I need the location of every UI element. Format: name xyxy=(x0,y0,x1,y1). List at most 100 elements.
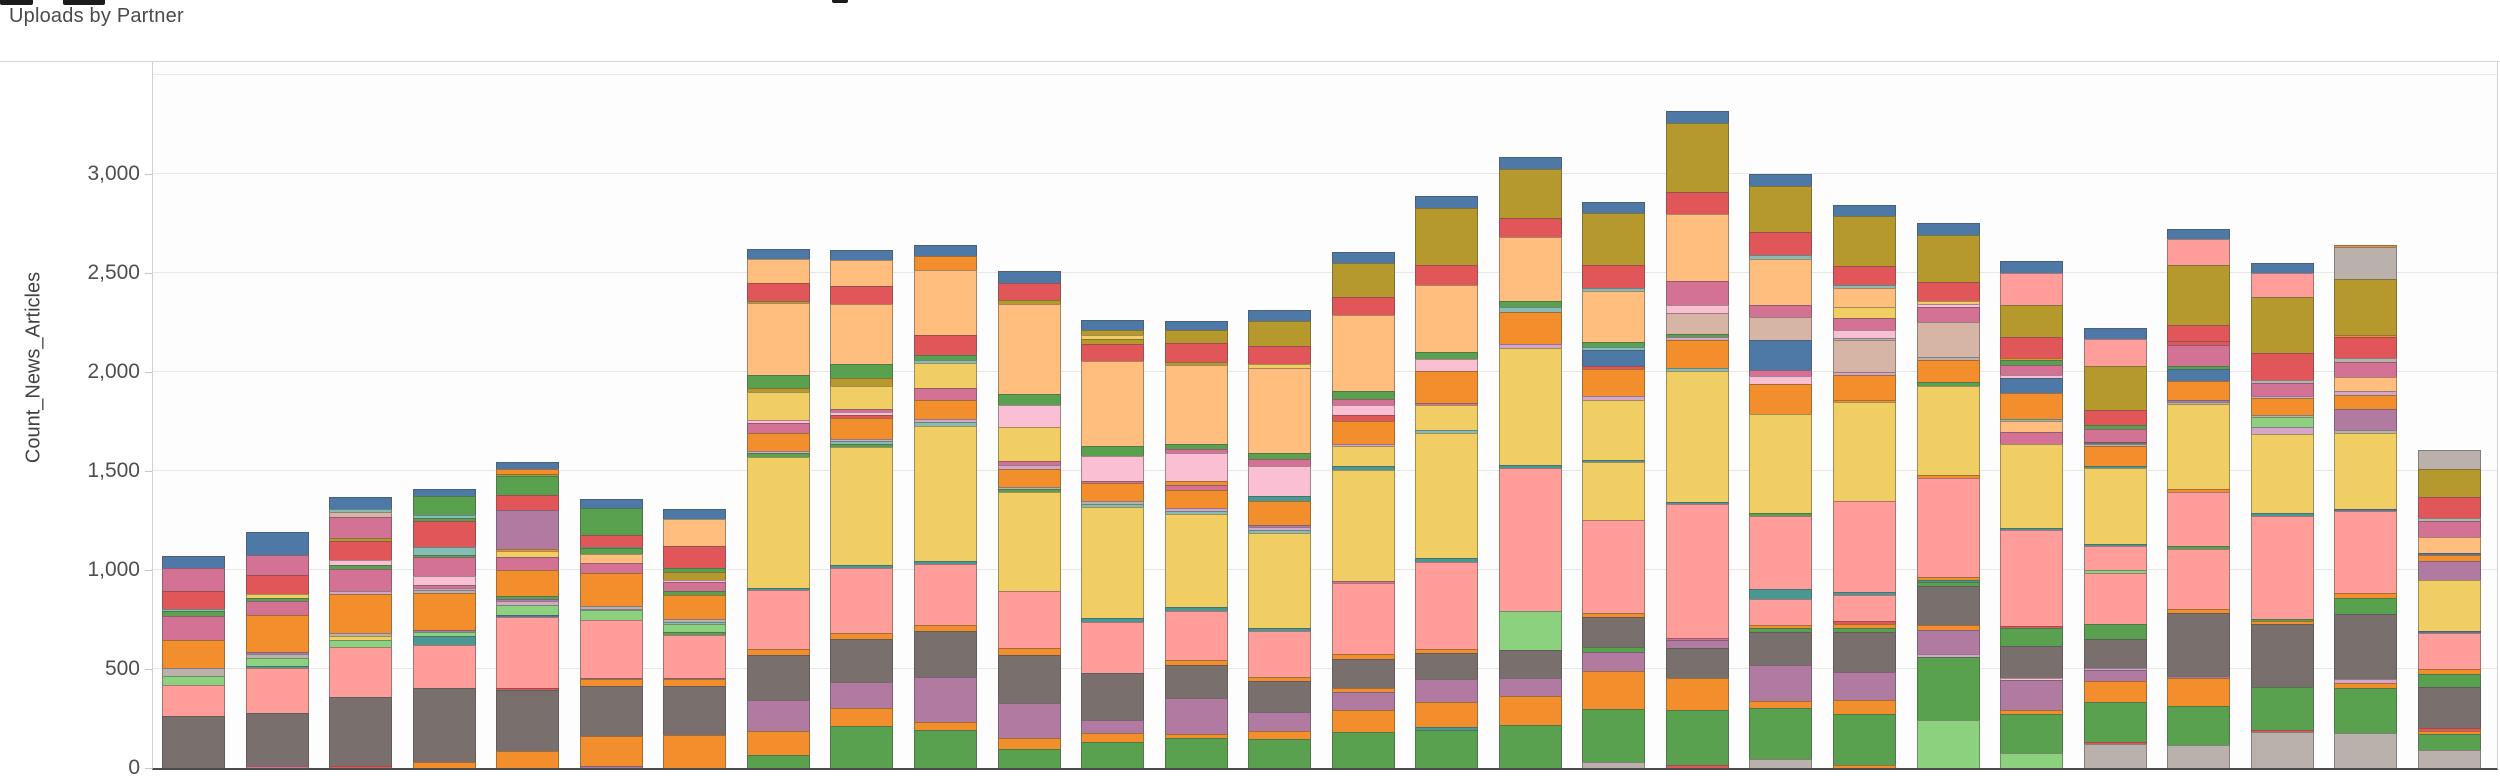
bar-segment-lgreen[interactable] xyxy=(245,657,309,666)
bar-segment-pink[interactable] xyxy=(2250,273,2314,297)
bar-segment-lteal[interactable] xyxy=(1665,368,1729,372)
bar-segment-lgray[interactable] xyxy=(329,633,393,637)
bar-segment-yellow[interactable] xyxy=(1081,335,1145,340)
bar-segment-orange[interactable] xyxy=(245,615,309,652)
bar-segment-olive[interactable] xyxy=(2167,265,2231,325)
bar-segment-orange[interactable] xyxy=(663,678,727,686)
bar-segment-green[interactable] xyxy=(412,496,476,515)
bar-segment-olive[interactable] xyxy=(1582,213,1646,265)
bar-segment-yellow[interactable] xyxy=(1331,470,1395,581)
bar-segment-plum[interactable] xyxy=(579,562,643,573)
bar-segment-red[interactable] xyxy=(2417,728,2481,732)
bar-segment-yellow[interactable] xyxy=(830,385,894,410)
bar-segment-blue[interactable] xyxy=(1916,222,1980,235)
bar-segment-yellow[interactable] xyxy=(746,457,810,588)
bar-segment-olive[interactable] xyxy=(496,473,560,477)
bar-segment-plum[interactable] xyxy=(1665,638,1729,641)
bar-segment-olive[interactable] xyxy=(663,572,727,580)
bar-segment-blue[interactable] xyxy=(2083,328,2147,340)
bar-segment-lteal[interactable] xyxy=(412,547,476,555)
bar-segment-dgray[interactable] xyxy=(913,631,977,677)
bar-segment-red[interactable] xyxy=(830,415,894,419)
bar-segment-purple[interactable] xyxy=(1665,640,1729,649)
bar-stack[interactable] xyxy=(830,249,894,768)
bar-segment-purple[interactable] xyxy=(1331,691,1395,710)
bar-segment-olive[interactable] xyxy=(2000,304,2064,337)
bar-segment-lgray[interactable] xyxy=(2083,444,2147,447)
bar-segment-lorange[interactable] xyxy=(1665,213,1729,282)
bar-segment-olive[interactable] xyxy=(1248,320,1312,347)
bar-segment-teal[interactable] xyxy=(1665,501,1729,504)
bar-segment-lav[interactable] xyxy=(997,464,1061,469)
bar-segment-red[interactable] xyxy=(2334,337,2398,359)
bar-stack[interactable] xyxy=(1164,321,1228,768)
bar-stack[interactable] xyxy=(1916,222,1980,768)
bar-segment-orange[interactable] xyxy=(2417,731,2481,735)
bar-segment-dgray[interactable] xyxy=(1665,648,1729,678)
bar-segment-orange[interactable] xyxy=(2000,709,2064,714)
bar-segment-orange[interactable] xyxy=(162,640,225,669)
bar-segment-plum[interactable] xyxy=(245,601,309,616)
bar-segment-lgreen[interactable] xyxy=(2000,753,2064,768)
bar-segment-yellow[interactable] xyxy=(1582,462,1646,520)
bar-segment-lorange[interactable] xyxy=(663,518,727,547)
bar-segment-lorange[interactable] xyxy=(1582,290,1646,343)
bar-segment-yellow[interactable] xyxy=(1248,364,1312,369)
bar-segment-green[interactable] xyxy=(1081,742,1145,768)
bar-segment-red[interactable] xyxy=(329,766,393,768)
bar-segment-pink[interactable] xyxy=(162,684,225,716)
bar-segment-pink[interactable] xyxy=(2000,273,2064,305)
bar-segment-orange[interactable] xyxy=(830,418,894,439)
bar-segment-orange[interactable] xyxy=(1665,340,1729,369)
bar-segment-olive[interactable] xyxy=(1331,262,1395,297)
bar-segment-lgray[interactable] xyxy=(412,590,476,594)
bar-segment-green[interactable] xyxy=(1833,628,1896,633)
bar-segment-yellow[interactable] xyxy=(329,636,393,641)
bar-segment-red[interactable] xyxy=(1331,415,1395,422)
bar-stack[interactable] xyxy=(162,556,225,768)
bar-segment-yellow[interactable] xyxy=(2000,444,2064,528)
bar-segment-orange[interactable] xyxy=(2000,358,2064,361)
bar-segment-green[interactable] xyxy=(496,596,560,599)
bar-segment-blue[interactable] xyxy=(1248,309,1312,321)
bar-segment-green[interactable] xyxy=(997,749,1061,768)
bar-segment-green[interactable] xyxy=(2250,618,2314,622)
bar-segment-blue[interactable] xyxy=(329,496,393,509)
bar-segment-yellow[interactable] xyxy=(1081,506,1145,618)
bar-segment-lteal[interactable] xyxy=(830,441,894,445)
bar-segment-lorange[interactable] xyxy=(579,554,643,563)
bar-segment-dgray[interactable] xyxy=(2083,638,2147,668)
bar-segment-orange[interactable] xyxy=(913,400,977,419)
bar-segment-lav[interactable] xyxy=(2334,678,2398,683)
bar-segment-orange[interactable] xyxy=(579,735,643,767)
bar-segment-teal[interactable] xyxy=(1248,627,1312,632)
bar-segment-tan[interactable] xyxy=(1916,321,1980,358)
bar-segment-red[interactable] xyxy=(2000,336,2064,359)
bar-segment-orange[interactable] xyxy=(913,255,977,270)
bar-segment-yellow[interactable] xyxy=(2250,434,2314,514)
bar-stack[interactable] xyxy=(1415,195,1479,768)
bar-segment-red[interactable] xyxy=(2083,741,2147,745)
bar-segment-lorange[interactable] xyxy=(1331,315,1395,391)
bar-segment-lgray[interactable] xyxy=(2334,358,2398,362)
bar-segment-green[interactable] xyxy=(913,730,977,768)
bar-segment-orange[interactable] xyxy=(997,738,1061,750)
bar-segment-orange[interactable] xyxy=(1331,654,1395,660)
bar-segment-green[interactable] xyxy=(2167,366,2231,370)
bar-segment-lav[interactable] xyxy=(1916,654,1980,658)
bar-segment-orange[interactable] xyxy=(1833,765,1896,768)
bar-segment-red[interactable] xyxy=(579,535,643,547)
bar-segment-blue[interactable] xyxy=(496,615,560,617)
bar-segment-lpink[interactable] xyxy=(1248,466,1312,496)
bar-segment-lorange[interactable] xyxy=(997,304,1061,394)
bar-segment-lpink[interactable] xyxy=(1081,455,1145,481)
bar-segment-lav[interactable] xyxy=(1498,344,1562,349)
bar-segment-lav[interactable] xyxy=(2250,427,2314,435)
bar-segment-blue[interactable] xyxy=(1582,202,1646,214)
bar-segment-plum[interactable] xyxy=(1331,580,1395,583)
bar-segment-green[interactable] xyxy=(579,507,643,536)
bar-segment-lpink[interactable] xyxy=(2000,375,2064,379)
bar-segment-lteal[interactable] xyxy=(913,421,977,426)
bar-segment-pink[interactable] xyxy=(1164,610,1228,661)
bar-segment-dgray[interactable] xyxy=(997,655,1061,703)
